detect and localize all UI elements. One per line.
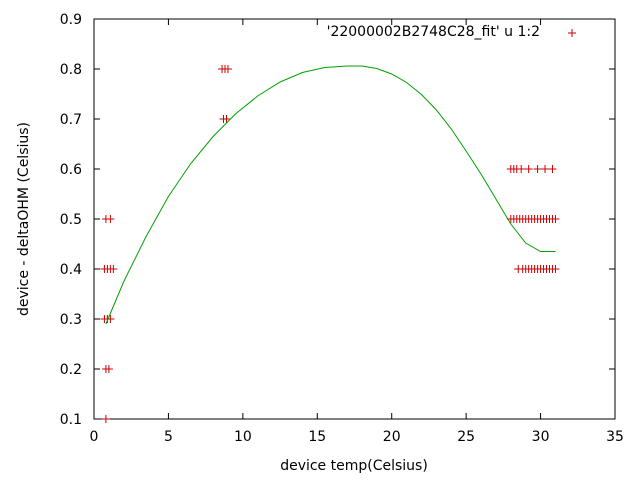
data-point bbox=[106, 215, 115, 223]
data-point bbox=[533, 165, 542, 173]
x-tick-label: 0 bbox=[90, 429, 99, 445]
x-tick-label: 30 bbox=[532, 429, 550, 445]
x-tick-label: 20 bbox=[383, 429, 401, 445]
data-point bbox=[104, 365, 113, 373]
data-point bbox=[222, 115, 231, 123]
y-axis-label: device - deltaOHM (Celsius) bbox=[16, 122, 32, 316]
series-layer bbox=[100, 65, 560, 423]
y-tick-label: 0.1 bbox=[60, 412, 82, 428]
y-tick-label: 0.8 bbox=[60, 62, 82, 78]
data-point bbox=[517, 165, 526, 173]
x-tick-label: 15 bbox=[308, 429, 326, 445]
data-point bbox=[109, 265, 118, 273]
x-tick-label: 35 bbox=[606, 429, 624, 445]
data-point bbox=[551, 215, 560, 223]
data-point bbox=[548, 165, 557, 173]
data-point bbox=[541, 165, 550, 173]
y-tick-label: 0.3 bbox=[60, 312, 82, 328]
y-tick-label: 0.9 bbox=[60, 12, 82, 28]
data-point bbox=[551, 265, 560, 273]
tick-labels: 0 5 10 15 20 25 30 35 0.1 0.2 0.3 0.4 0.5 0.6 0.7 0.8 0.… bbox=[60, 12, 624, 445]
y-tick-label: 0.6 bbox=[60, 162, 82, 178]
legend-marker bbox=[568, 29, 576, 37]
y-tick-label: 0.2 bbox=[60, 362, 82, 378]
y-tick-label: 0.5 bbox=[60, 212, 82, 228]
x-tick-label: 5 bbox=[164, 429, 173, 445]
y-tick-label: 0.4 bbox=[60, 262, 82, 278]
data-point bbox=[223, 65, 232, 73]
axis-ticks bbox=[93, 18, 616, 420]
x-tick-label: 25 bbox=[457, 429, 475, 445]
fit-curve bbox=[105, 65, 556, 325]
legend: '22000002B2748C28_fit' u 1:2 bbox=[327, 24, 576, 40]
x-axis-label: device temp(Celsius) bbox=[280, 458, 428, 474]
legend-marker-symbol bbox=[568, 29, 576, 37]
legend-label: '22000002B2748C28_fit' u 1:2 bbox=[327, 24, 540, 40]
x-tick-label: 10 bbox=[234, 429, 252, 445]
data-point bbox=[524, 165, 533, 173]
data-point bbox=[101, 415, 110, 423]
y-tick-label: 0.7 bbox=[60, 112, 82, 128]
